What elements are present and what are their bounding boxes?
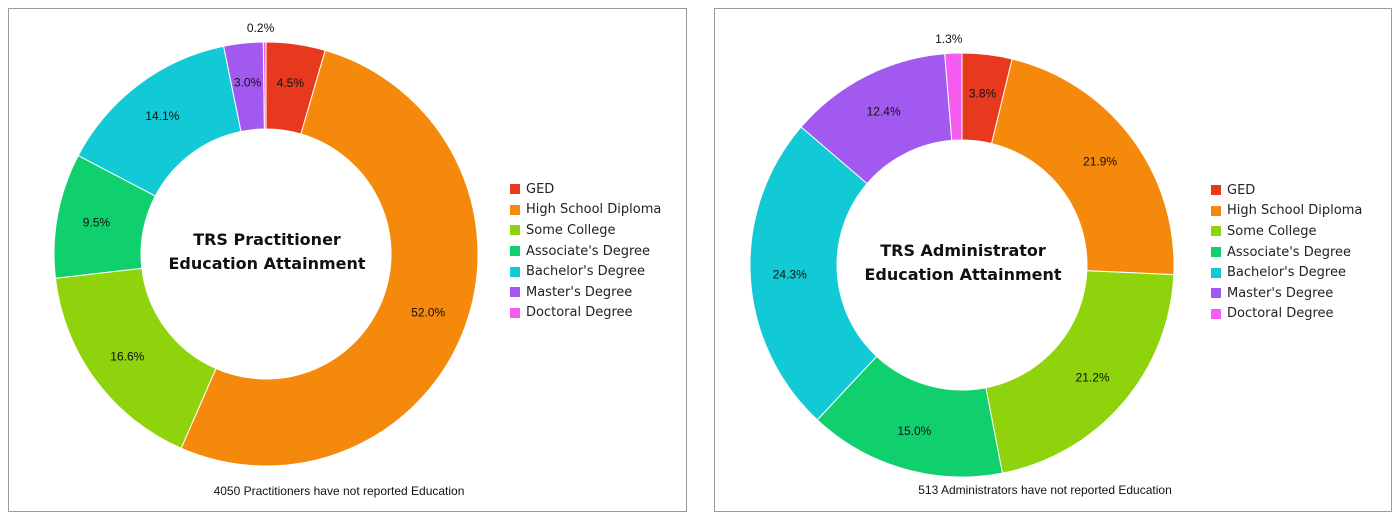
administrator-legend-item-doctoral-degree: Doctoral Degree	[1211, 304, 1362, 325]
practitioner-center-title-line: TRS Practitioner	[193, 230, 341, 249]
practitioner-value-label-associate-s-degree: 9.5%	[83, 215, 111, 229]
administrator-value-label-bachelor-s-degree: 24.3%	[773, 267, 807, 281]
administrator-value-label-associate-s-degree: 15.0%	[897, 424, 931, 438]
administrator-value-label-ged: 3.8%	[969, 87, 997, 101]
legend-swatch	[510, 266, 520, 277]
practitioner-value-label-master-s-degree: 3.0%	[234, 75, 262, 89]
administrator-donut-chart: 3.8% 21.9% 21.2% 15.0% 24.3% 12.4% 1.3% TRS Adm…	[749, 32, 1175, 478]
legend-label: Some College	[526, 222, 616, 238]
legend-label: Master's Degree	[526, 284, 633, 300]
administrator-legend: GED High School Diploma Some College Associ…	[1211, 180, 1362, 324]
administrator-chart-panel: 3.8% 21.9% 21.2% 15.0% 24.3% 12.4% 1.3% TRS Adm…	[714, 8, 1392, 512]
practitioner-legend-item-bachelor-s-degree: Bachelor's Degree	[510, 261, 661, 282]
practitioner-value-label-doctoral-degree: 0.2%	[247, 21, 275, 35]
administrator-footnote: 513 Administrators have not reported Edu…	[918, 483, 1172, 497]
legend-label: Associate's Degree	[526, 243, 651, 259]
practitioner-slice-doctoral-degree	[262, 41, 267, 130]
legend-swatch	[1211, 185, 1221, 196]
practitioner-value-label-bachelor-s-degree: 14.1%	[145, 109, 179, 123]
administrator-center-title-line: TRS Administrator	[880, 241, 1046, 260]
legend-label: GED	[1227, 182, 1256, 198]
legend-label: High School Diploma	[1227, 203, 1363, 219]
legend-swatch	[1211, 308, 1221, 319]
practitioner-donut-chart: 4.5% 52.0% 16.6% 9.5% 14.1% 3.0% 0.2% TRS Pract…	[53, 21, 479, 467]
administrator-legend-item-associate-s-degree: Associate's Degree	[1211, 242, 1362, 263]
legend-swatch	[510, 287, 520, 298]
legend-label: Doctoral Degree	[526, 305, 633, 321]
legend-swatch	[510, 225, 520, 236]
practitioner-footnote: 4050 Practitioners have not reported Edu…	[213, 484, 465, 498]
practitioner-legend-item-some-college: Some College	[510, 220, 661, 241]
legend-swatch	[1211, 288, 1221, 299]
administrator-value-label-doctoral-degree: 1.3%	[935, 32, 963, 46]
administrator-legend-item-some-college: Some College	[1211, 221, 1362, 242]
legend-label: Associate's Degree	[1227, 244, 1352, 260]
practitioner-legend-item-ged: GED	[510, 179, 661, 200]
legend-swatch	[1211, 267, 1221, 278]
administrator-value-label-master-s-degree: 12.4%	[867, 104, 901, 118]
legend-label: Master's Degree	[1227, 285, 1334, 301]
practitioner-slice-high-school-diploma	[180, 49, 479, 467]
practitioner-legend-item-high-school-diploma: High School Diploma	[510, 200, 661, 221]
practitioner-legend-item-doctoral-degree: Doctoral Degree	[510, 303, 661, 324]
legend-swatch	[1211, 205, 1221, 216]
legend-swatch	[510, 307, 520, 318]
legend-label: GED	[526, 181, 555, 197]
practitioner-legend-item-associate-s-degree: Associate's Degree	[510, 241, 661, 262]
administrator-legend-item-high-school-diploma: High School Diploma	[1211, 201, 1362, 222]
legend-label: High School Diploma	[526, 202, 662, 218]
administrator-value-label-some-college: 21.2%	[1076, 371, 1110, 385]
practitioner-chart-panel: 4.5% 52.0% 16.6% 9.5% 14.1% 3.0% 0.2% TRS Pract…	[8, 8, 687, 512]
administrator-legend-item-bachelor-s-degree: Bachelor's Degree	[1211, 262, 1362, 283]
practitioner-value-label-ged: 4.5%	[277, 76, 305, 90]
administrator-slice-bachelor-s-degree	[749, 126, 878, 421]
administrator-center-title-line: Education Attainment	[864, 265, 1061, 284]
administrator-legend-item-ged: GED	[1211, 180, 1362, 201]
legend-label: Some College	[1227, 223, 1317, 239]
practitioner-value-label-some-college: 16.6%	[110, 350, 144, 364]
administrator-slice-some-college	[985, 270, 1175, 474]
legend-label: Bachelor's Degree	[526, 264, 645, 280]
administrator-slice-high-school-diploma	[990, 58, 1175, 276]
practitioner-center-title-line: Education Attainment	[168, 254, 365, 273]
legend-swatch	[1211, 247, 1221, 258]
legend-label: Doctoral Degree	[1227, 306, 1334, 322]
legend-label: Bachelor's Degree	[1227, 265, 1346, 281]
administrator-slice-doctoral-degree	[944, 52, 963, 141]
legend-swatch	[510, 204, 520, 215]
legend-swatch	[1211, 226, 1221, 237]
administrator-legend-item-master-s-degree: Master's Degree	[1211, 283, 1362, 304]
practitioner-value-label-high-school-diploma: 52.0%	[411, 306, 445, 320]
practitioner-legend: GED High School Diploma Some College Associ…	[510, 179, 661, 323]
legend-swatch	[510, 184, 520, 195]
legend-swatch	[510, 246, 520, 257]
practitioner-legend-item-master-s-degree: Master's Degree	[510, 282, 661, 303]
administrator-value-label-high-school-diploma: 21.9%	[1083, 155, 1117, 169]
